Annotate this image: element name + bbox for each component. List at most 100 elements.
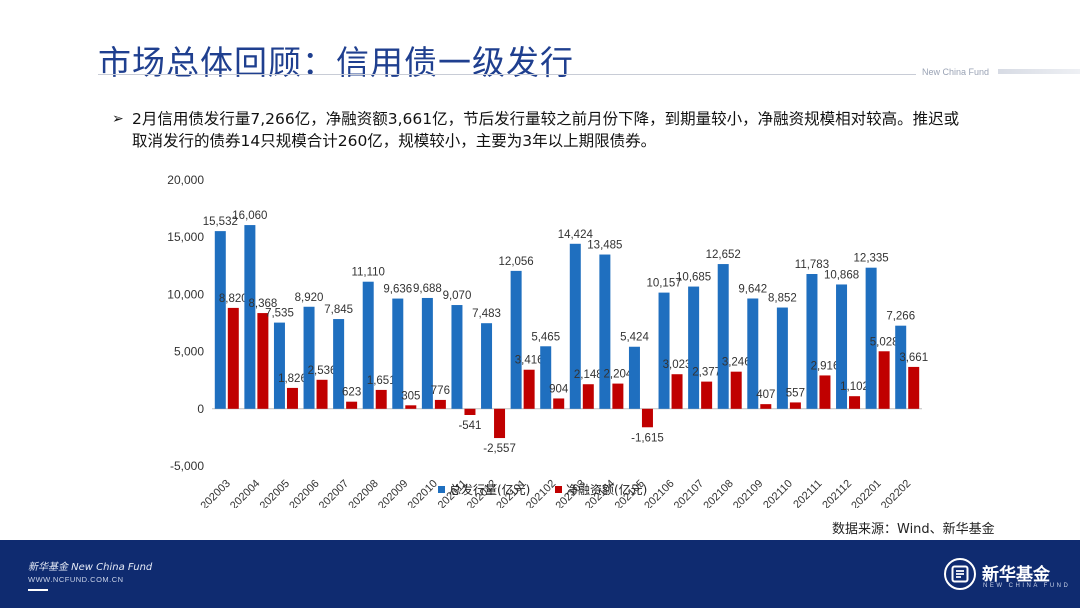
- bar-net-financing: [641, 408, 653, 428]
- bar-total-issuance: [273, 322, 285, 409]
- bar-net-financing: [908, 366, 920, 409]
- data-label-total-issuance: 16,060: [232, 210, 267, 222]
- bar-total-issuance: [747, 298, 759, 409]
- y-tick-label: 0: [197, 402, 204, 416]
- data-label-total-issuance: 5,465: [531, 331, 560, 343]
- page-title: 市场总体回顾：信用债一级发行: [98, 43, 574, 82]
- data-label-total-issuance: 14,424: [558, 229, 594, 241]
- legend-swatch: [555, 486, 562, 493]
- bar-net-financing: [227, 307, 239, 409]
- data-label-net-financing: 3,023: [663, 359, 692, 371]
- data-source: 数据来源：Wind、新华基金: [832, 522, 995, 537]
- data-label-total-issuance: 7,266: [886, 311, 915, 323]
- title-divider: [98, 74, 916, 75]
- data-label-net-financing: -1,615: [631, 432, 664, 444]
- bar-total-issuance: [303, 306, 315, 409]
- bar-total-issuance: [599, 254, 611, 409]
- bar-net-financing: [849, 396, 861, 409]
- bar-total-issuance: [333, 319, 345, 409]
- data-label-total-issuance: 10,685: [676, 272, 711, 284]
- data-label-net-financing: 3,661: [899, 352, 928, 364]
- bar-net-financing: [257, 313, 269, 409]
- bond-issuance-chart: -5,000 0 5,000 10,000 15,000 20,000 15,532 8,82…: [150, 168, 940, 512]
- data-label-net-financing: 776: [431, 385, 450, 397]
- footer-company: 新华基金 New China Fund: [28, 562, 153, 573]
- bar-net-financing: [375, 389, 387, 409]
- data-label-net-financing: 2,536: [308, 365, 337, 377]
- bar-total-issuance: [510, 270, 522, 409]
- y-tick-label: -5,000: [170, 459, 204, 473]
- data-label-total-issuance: 7,845: [324, 304, 353, 316]
- summary-text: 2月信用债发行量7,266亿，净融资额3,661亿，节后发行量较之前月份下降，到…: [132, 110, 960, 150]
- data-label-net-financing: 407: [756, 389, 775, 401]
- data-label-total-issuance: 9,070: [443, 290, 472, 302]
- brand-text: New China Fund: [922, 67, 990, 77]
- bar-total-issuance: [362, 281, 374, 409]
- data-label-net-financing: 1,826: [278, 373, 307, 385]
- data-label-total-issuance: 13,485: [587, 240, 622, 252]
- bar-total-issuance: [392, 298, 404, 409]
- bar-net-financing: [494, 408, 506, 439]
- data-label-net-financing: 2,916: [811, 360, 840, 372]
- bar-total-issuance: [540, 346, 552, 409]
- bar-net-financing: [553, 398, 565, 409]
- data-label-net-financing: 8,368: [248, 298, 277, 310]
- y-tick-label: 20,000: [167, 173, 204, 187]
- footer-bar: 新华基金 New China Fund WWW.NCFUND.COM.CN 新华…: [0, 540, 1080, 608]
- y-tick-label: 10,000: [167, 287, 204, 301]
- bar-total-issuance: [658, 292, 670, 409]
- y-tick-label: 15,000: [167, 230, 204, 244]
- data-label-total-issuance: 11,110: [351, 267, 384, 279]
- data-label-total-issuance: 5,424: [620, 332, 649, 344]
- legend-swatch: [438, 486, 445, 493]
- data-label-net-financing: 2,377: [692, 367, 721, 379]
- data-label-net-financing: 1,102: [840, 381, 869, 393]
- bar-net-financing: [730, 371, 742, 409]
- logo-text-cn: 新华基金: [982, 565, 1050, 585]
- bar-net-financing: [286, 387, 298, 409]
- x-tick-label: 202202: [879, 478, 913, 508]
- bar-total-issuance: [836, 284, 848, 409]
- bullet-arrow-icon: ➢: [112, 111, 124, 127]
- bar-net-financing: [612, 383, 624, 409]
- data-label-net-financing: 5,028: [870, 336, 899, 348]
- x-tick-label: 202110: [761, 478, 795, 508]
- bar-total-issuance: [776, 307, 788, 409]
- data-label-total-issuance: 7,483: [472, 308, 501, 320]
- data-label-net-financing: 305: [401, 390, 420, 402]
- footer-accent-line: [28, 589, 48, 591]
- summary-bullet: ➢ 2月信用债发行量7,266亿，净融资额3,661亿，节后发行量较之前月份下降…: [112, 108, 972, 152]
- bar-net-financing: [671, 374, 683, 409]
- data-label-total-issuance: 12,056: [499, 256, 534, 268]
- data-label-total-issuance: 15,532: [203, 216, 238, 228]
- data-label-net-financing: 2,204: [603, 369, 632, 381]
- data-label-net-financing: 557: [786, 387, 805, 399]
- logo-text-en: NEW CHINA FUND: [983, 583, 1071, 589]
- data-label-total-issuance: 10,157: [646, 278, 681, 290]
- data-label-total-issuance: 10,868: [824, 269, 859, 281]
- bar-net-financing: [434, 399, 446, 409]
- bar-total-issuance: [895, 325, 907, 409]
- bar-total-issuance: [628, 346, 640, 409]
- bar-net-financing: [464, 408, 476, 415]
- data-label-net-financing: 1,651: [367, 375, 396, 387]
- bar-total-issuance: [865, 267, 877, 409]
- data-label-total-issuance: 11,783: [795, 259, 829, 271]
- company-logo-icon: [944, 558, 976, 590]
- y-tick-label: 5,000: [174, 345, 204, 359]
- data-label-total-issuance: 8,920: [295, 292, 324, 304]
- brand-bar: [998, 69, 1080, 74]
- data-label-net-financing: -541: [458, 420, 481, 432]
- bar-net-financing: [316, 379, 328, 409]
- data-label-total-issuance: 8,852: [768, 293, 797, 305]
- bar-total-issuance: [688, 286, 700, 409]
- data-label-net-financing: 623: [342, 387, 361, 399]
- chart-svg: -5,000 0 5,000 10,000 15,000 20,000 15,532 8,82…: [167, 173, 928, 512]
- data-label-net-financing: 2,148: [574, 369, 603, 381]
- data-label-total-issuance: 12,652: [706, 249, 741, 261]
- data-label-net-financing: 8,820: [219, 293, 248, 305]
- footer-url[interactable]: WWW.NCFUND.COM.CN: [28, 575, 124, 584]
- data-label-net-financing: 904: [549, 383, 569, 395]
- bar-total-issuance: [806, 274, 818, 409]
- data-label-net-financing: -2,557: [483, 443, 516, 455]
